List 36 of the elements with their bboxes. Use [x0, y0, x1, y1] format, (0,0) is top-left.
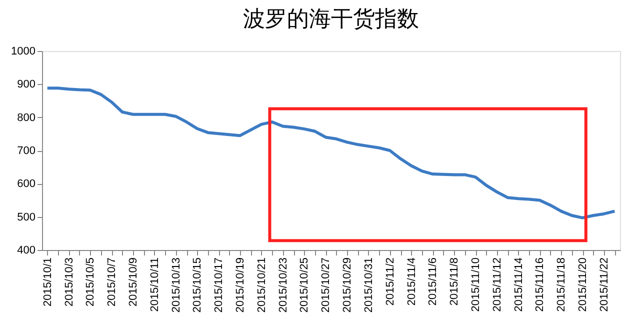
y-tick-label: 900: [17, 78, 36, 91]
x-tick-label: 2015/10/9: [127, 258, 140, 306]
y-tick-label: 1000: [11, 46, 36, 58]
x-tick-label: 2015/11/14: [512, 258, 525, 312]
x-tick-label: 2015/10/25: [298, 258, 311, 313]
x-tick-label: 2015/10/3: [63, 258, 76, 306]
x-tick-label: 2015/10/15: [192, 258, 204, 313]
x-tick-label: 2015/10/13: [170, 258, 182, 313]
x-tick-label: 2015/10/11: [148, 258, 161, 312]
x-tick-label: 2015/11/16: [534, 258, 546, 312]
x-tick-label: 2015/10/21: [256, 258, 268, 313]
y-tick-label: 500: [17, 211, 36, 224]
chart-title: 波罗的海干货指数: [243, 6, 419, 31]
x-tick-label: 2015/11/6: [427, 258, 440, 306]
line-series: [46, 86, 616, 220]
y-tick-label: 700: [17, 145, 36, 157]
x-tick-label: 2015/10/7: [106, 258, 118, 306]
x-tick-label: 2015/10/27: [320, 258, 332, 313]
x-tick-label: 2015/11/18: [556, 258, 568, 312]
y-tick-label: 800: [17, 112, 36, 124]
y-tick-label: 400: [17, 244, 36, 256]
x-tick-label: 2015/10/31: [362, 258, 375, 313]
x-tick-label: 2015/11/2: [384, 258, 396, 306]
x-tick-label: 2015/10/23: [277, 258, 290, 313]
x-tick-label: 2015/10/1: [42, 258, 54, 306]
x-tick-label: 2015/10/19: [234, 258, 247, 313]
x-tick-label: 2015/10/17: [213, 258, 226, 313]
x-tick-label: 2015/11/20: [577, 258, 590, 312]
x-tick-label: 2015/11/4: [406, 258, 418, 306]
x-tick-label: 2015/10/29: [342, 258, 354, 313]
x-tick-label: 2015/11/22: [598, 258, 610, 312]
x-tick-label: 2015/11/12: [491, 258, 504, 312]
x-tick-label: 2015/10/5: [84, 258, 97, 306]
x-tick-label: 2015/11/10: [470, 258, 482, 312]
x-tick-label: 2015/11/8: [448, 258, 461, 306]
y-tick-label: 600: [17, 178, 36, 190]
